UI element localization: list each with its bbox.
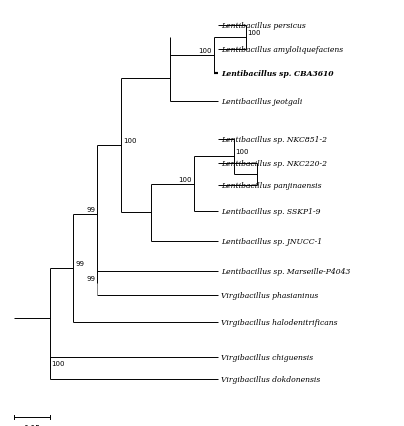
Text: Virgibacillus dokdonensis: Virgibacillus dokdonensis [221, 375, 320, 383]
Text: Virgibacillus chiguensis: Virgibacillus chiguensis [221, 353, 313, 361]
Text: 99: 99 [86, 276, 95, 282]
Text: Lentibacillus sp. NKC220-2: Lentibacillus sp. NKC220-2 [221, 159, 327, 167]
Text: 100: 100 [52, 360, 65, 366]
Text: Lentibacillus sp. NKC851-2: Lentibacillus sp. NKC851-2 [221, 135, 327, 144]
Text: 100: 100 [236, 149, 249, 155]
Text: Lentibacillus amyloliquefaciens: Lentibacillus amyloliquefaciens [221, 46, 343, 54]
Text: 100: 100 [248, 30, 261, 36]
Text: Lentibacillus jeotgali: Lentibacillus jeotgali [221, 98, 302, 106]
Text: 100: 100 [198, 48, 212, 54]
Text: Virgibacillus halodenitrificans: Virgibacillus halodenitrificans [221, 318, 337, 326]
Text: Lentibacillus persicus: Lentibacillus persicus [221, 22, 306, 30]
Text: Lentibacillus sp. CBA3610: Lentibacillus sp. CBA3610 [221, 70, 334, 78]
Text: 100: 100 [123, 138, 136, 144]
Text: 99: 99 [75, 261, 84, 267]
Text: 0.05: 0.05 [23, 424, 40, 426]
Text: Lentibacillus sp. SSKP1-9: Lentibacillus sp. SSKP1-9 [221, 208, 320, 216]
Text: Lentibacillus sp. Marseille-P4043: Lentibacillus sp. Marseille-P4043 [221, 268, 350, 276]
Text: 99: 99 [86, 207, 95, 213]
Text: 100: 100 [179, 176, 192, 182]
Text: Virgibacillus phasianinus: Virgibacillus phasianinus [221, 291, 318, 299]
Text: Lentibacillus sp. JNUCC-1: Lentibacillus sp. JNUCC-1 [221, 238, 322, 246]
Text: Lentibacillus panjinaensis: Lentibacillus panjinaensis [221, 181, 322, 189]
